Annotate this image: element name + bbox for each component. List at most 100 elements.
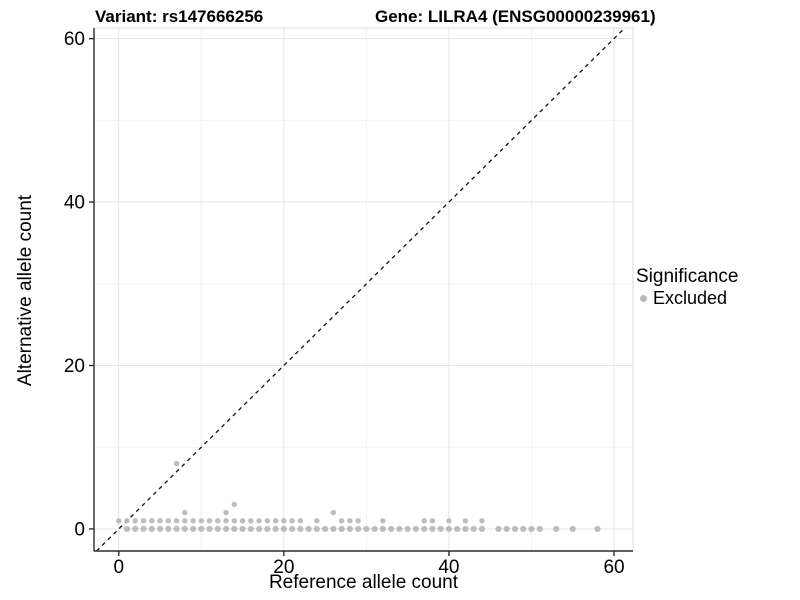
data-point [140, 518, 147, 524]
data-point [132, 518, 138, 524]
data-point [198, 525, 205, 533]
data-point [388, 525, 395, 533]
data-point [355, 525, 362, 533]
legend-item-excluded: Excluded [636, 288, 738, 308]
data-point [553, 525, 560, 533]
data-point [503, 525, 510, 533]
data-point [272, 525, 279, 533]
data-point [173, 525, 180, 533]
data-point [264, 525, 271, 533]
data-point [198, 518, 205, 524]
data-point [429, 518, 436, 524]
data-point [165, 518, 171, 524]
data-point [338, 518, 345, 524]
data-point [173, 518, 180, 524]
data-point [182, 518, 188, 524]
data-point [140, 525, 147, 533]
data-point [346, 525, 353, 533]
data-point [569, 525, 576, 533]
data-point [380, 518, 386, 524]
data-point [156, 525, 164, 533]
y-tick-label: 60 [64, 29, 85, 50]
data-point [462, 525, 469, 533]
data-point [181, 525, 188, 533]
data-point [231, 518, 238, 524]
identity-line [96, 27, 626, 552]
data-point [347, 518, 353, 524]
data-point [255, 525, 263, 533]
data-point [223, 509, 229, 516]
data-point [371, 525, 378, 533]
gene-title: Gene: LILRA4 (ENSG00000239961) [375, 7, 656, 26]
data-point [124, 518, 130, 524]
x-axis-title: Reference allele count [268, 572, 459, 593]
data-point [330, 525, 337, 533]
data-point [248, 518, 254, 524]
data-point [479, 518, 485, 524]
data-point [190, 518, 196, 524]
legend-title: Significance [636, 266, 739, 287]
data-point [520, 525, 527, 533]
data-point [157, 518, 163, 524]
data-point [404, 525, 411, 533]
data-point [231, 525, 238, 533]
data-point [363, 525, 370, 533]
data-point [297, 518, 304, 524]
excluded-point-icon [640, 294, 647, 302]
x-tick-label: 40 [438, 557, 459, 578]
data-point [206, 525, 213, 533]
y-tick-label: 40 [64, 193, 85, 214]
data-point [495, 525, 502, 533]
data-point [182, 509, 188, 516]
data-point [239, 525, 246, 533]
data-point [116, 518, 122, 524]
data-point [289, 525, 296, 533]
data-point [421, 518, 427, 524]
y-tick-label: 20 [64, 356, 85, 377]
data-point [379, 525, 386, 533]
data-point [454, 525, 461, 533]
data-point [536, 525, 543, 533]
data-point [231, 501, 238, 508]
data-point [412, 525, 420, 533]
data-point [437, 525, 444, 533]
data-point [206, 518, 213, 524]
data-point [421, 525, 428, 533]
data-point [462, 518, 469, 524]
data-point [173, 460, 180, 467]
data-point [280, 525, 287, 533]
x-tick-label: 0 [113, 557, 124, 578]
data-point [215, 518, 221, 524]
y-axis-title: Alternative allele count [15, 194, 36, 387]
data-point [396, 525, 403, 533]
data-point [429, 525, 436, 533]
data-point [214, 525, 221, 533]
data-point [338, 525, 345, 533]
data-point [239, 518, 246, 524]
data-point [314, 518, 320, 524]
x-tick-label: 20 [273, 557, 294, 578]
legend-item-label: Excluded [653, 288, 728, 308]
data-point [445, 525, 453, 533]
data-point [305, 525, 312, 533]
data-point [272, 518, 279, 524]
plot-panel [93, 27, 634, 552]
data-point [148, 525, 155, 533]
data-point [165, 525, 172, 533]
data-point [594, 525, 601, 533]
data-point [322, 525, 329, 533]
data-point [189, 525, 197, 533]
data-point [222, 525, 230, 533]
data-point [528, 525, 535, 533]
data-point [264, 518, 271, 524]
y-tick-label: 0 [74, 519, 85, 540]
data-point [470, 525, 477, 533]
data-point [313, 525, 320, 533]
data-point [281, 518, 287, 524]
data-point [355, 518, 361, 524]
data-point [223, 518, 229, 524]
data-point [132, 525, 139, 533]
data-point [123, 525, 131, 533]
